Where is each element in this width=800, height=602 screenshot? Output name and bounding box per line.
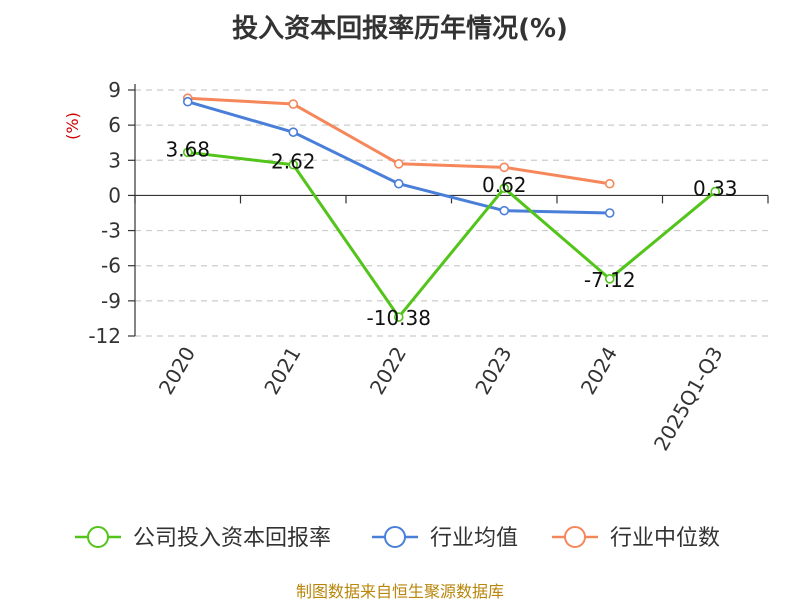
series-point-1 (288, 127, 299, 137)
series-point-1 (604, 208, 615, 218)
series-point-1 (393, 178, 404, 189)
y-tick-label: -12 (88, 324, 121, 348)
series-point-2 (288, 99, 299, 109)
series-line-2 (187, 96, 610, 186)
y-tick-label: -9 (101, 289, 121, 313)
data-label: 3.68 (165, 137, 210, 161)
series-point-0 (393, 312, 404, 322)
source-note: 制图数据来自恒生聚源数据库 (295, 582, 504, 601)
y-tick-label: 0 (108, 183, 121, 207)
legend-marker-0 (87, 526, 109, 548)
y-tick-label: 6 (108, 113, 121, 137)
data-label: 0.33 (693, 177, 738, 201)
series-line-1 (187, 100, 610, 215)
y-tick-label: 3 (108, 148, 121, 172)
x-tick-label: 2023 (470, 343, 516, 399)
series-point-0 (710, 186, 721, 197)
x-tick-label: 2022 (365, 343, 411, 399)
data-label: -7.12 (584, 268, 636, 292)
y-tick-label: 9 (108, 78, 121, 102)
data-label: 2.62 (271, 150, 316, 174)
legend-label-0: 公司投入资本回报率 (133, 526, 331, 551)
x-tick-label: 2025Q1-Q3 (649, 343, 728, 455)
x-tick-label: 2020 (154, 343, 200, 399)
series-point-2 (604, 178, 615, 189)
legend-marker-2 (564, 526, 586, 548)
data-label: 0.62 (482, 173, 527, 197)
series-point-0 (288, 159, 299, 170)
series-point-2 (393, 159, 404, 169)
legend-marker-1 (384, 526, 406, 548)
y-axis-label: (%) (63, 112, 82, 140)
series-point-0 (182, 147, 193, 158)
data-label: -10.38 (367, 306, 431, 330)
legend-label-1: 行业均值 (430, 526, 518, 551)
legend-label-2: 行业中位数 (610, 526, 720, 551)
series-point-1 (182, 96, 193, 107)
series-point-0 (604, 274, 615, 284)
y-tick-label: -6 (101, 254, 121, 278)
series-point-0 (499, 183, 510, 193)
y-tick-label: -3 (101, 219, 121, 243)
x-tick-label: 2021 (259, 343, 305, 399)
series-point-2 (499, 162, 510, 173)
chart-title: 投入资本回报率历年情况(%) (232, 14, 568, 44)
series-line-0 (187, 150, 717, 319)
series-point-1 (499, 205, 510, 216)
x-tick-label: 2024 (576, 343, 622, 399)
